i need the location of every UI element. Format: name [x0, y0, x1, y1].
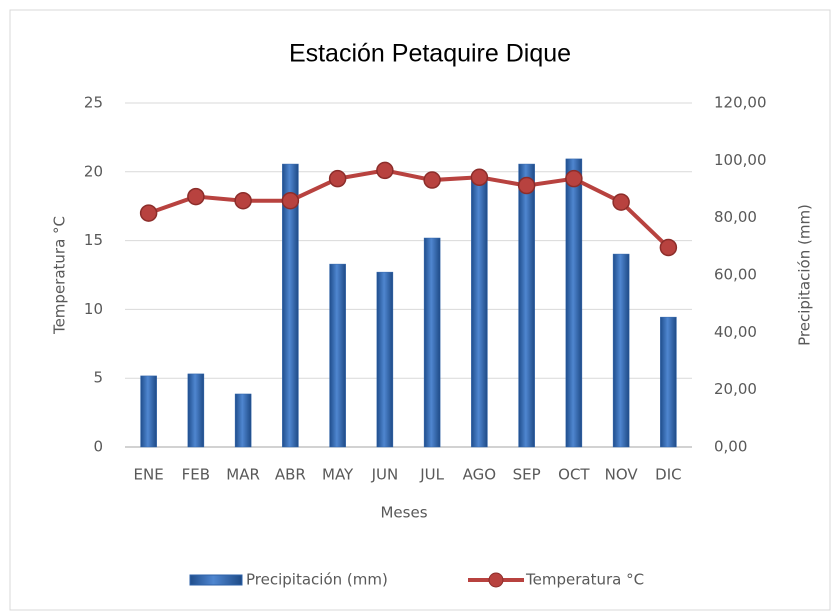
line-marker	[423, 171, 441, 189]
x-tick-label: FEB	[182, 466, 210, 484]
bar	[282, 163, 299, 448]
y2-tick-label: 20,00	[714, 380, 757, 398]
bar	[565, 158, 583, 448]
bar	[471, 178, 488, 448]
line-marker	[565, 169, 583, 188]
y2-axis-label: Precipitación (mm)	[796, 204, 814, 346]
y2-tick-label: 100,00	[714, 151, 767, 169]
line-marker	[376, 161, 394, 180]
bar	[612, 253, 630, 448]
y2-tick-label: 60,00	[714, 266, 757, 284]
bar	[660, 316, 677, 448]
line-marker	[187, 187, 205, 206]
y-tick-label: 15	[84, 231, 103, 249]
y-tick-label: 0	[93, 438, 103, 456]
legend-swatch	[189, 574, 243, 586]
x-tick-label: SEP	[513, 466, 541, 484]
x-tick-label: JUN	[371, 466, 399, 484]
y-tick-label: 20	[84, 162, 103, 180]
y2-tick-label: 40,00	[714, 323, 757, 341]
x-tick-label: OCT	[558, 466, 590, 484]
line-marker	[470, 168, 489, 187]
bar	[329, 263, 346, 448]
bar	[234, 393, 252, 448]
bar	[518, 163, 535, 448]
line-marker	[281, 191, 300, 210]
y-tick-label: 10	[84, 300, 103, 318]
x-tick-label: AGO	[463, 466, 496, 484]
line-marker	[612, 193, 630, 211]
line-marker	[517, 176, 536, 195]
chart-frame	[9, 9, 831, 611]
y-tick-label: 25	[84, 94, 103, 112]
x-tick-label: MAY	[322, 466, 354, 484]
y2-tick-label: 120,00	[714, 94, 767, 112]
legend-label: Temperatura °C	[525, 571, 644, 589]
x-tick-label: JUL	[419, 466, 444, 484]
x-tick-label: MAR	[226, 466, 260, 484]
x-tick-label: ENE	[134, 466, 164, 484]
legend-swatch	[488, 572, 504, 588]
x-tick-label: DIC	[655, 466, 681, 484]
y2-tick-label: 80,00	[714, 208, 757, 226]
bar	[140, 375, 157, 448]
x-tick-label: NOV	[605, 466, 639, 484]
line-marker	[234, 191, 252, 210]
line-marker	[328, 169, 347, 188]
x-tick-label: ABR	[275, 466, 306, 484]
bar	[376, 271, 394, 448]
line-marker	[139, 204, 158, 222]
line-marker	[659, 238, 678, 257]
legend-label: Precipitación (mm)	[246, 571, 388, 589]
x-axis-label: Meses	[380, 504, 427, 522]
y-axis-label: Temperatura °C	[51, 216, 69, 335]
bar	[423, 237, 441, 448]
y2-tick-label: 0,00	[714, 438, 747, 456]
chart-title: Estación Petaquire Dique	[289, 40, 571, 68]
bar	[187, 373, 205, 448]
y-tick-label: 5	[93, 369, 103, 387]
